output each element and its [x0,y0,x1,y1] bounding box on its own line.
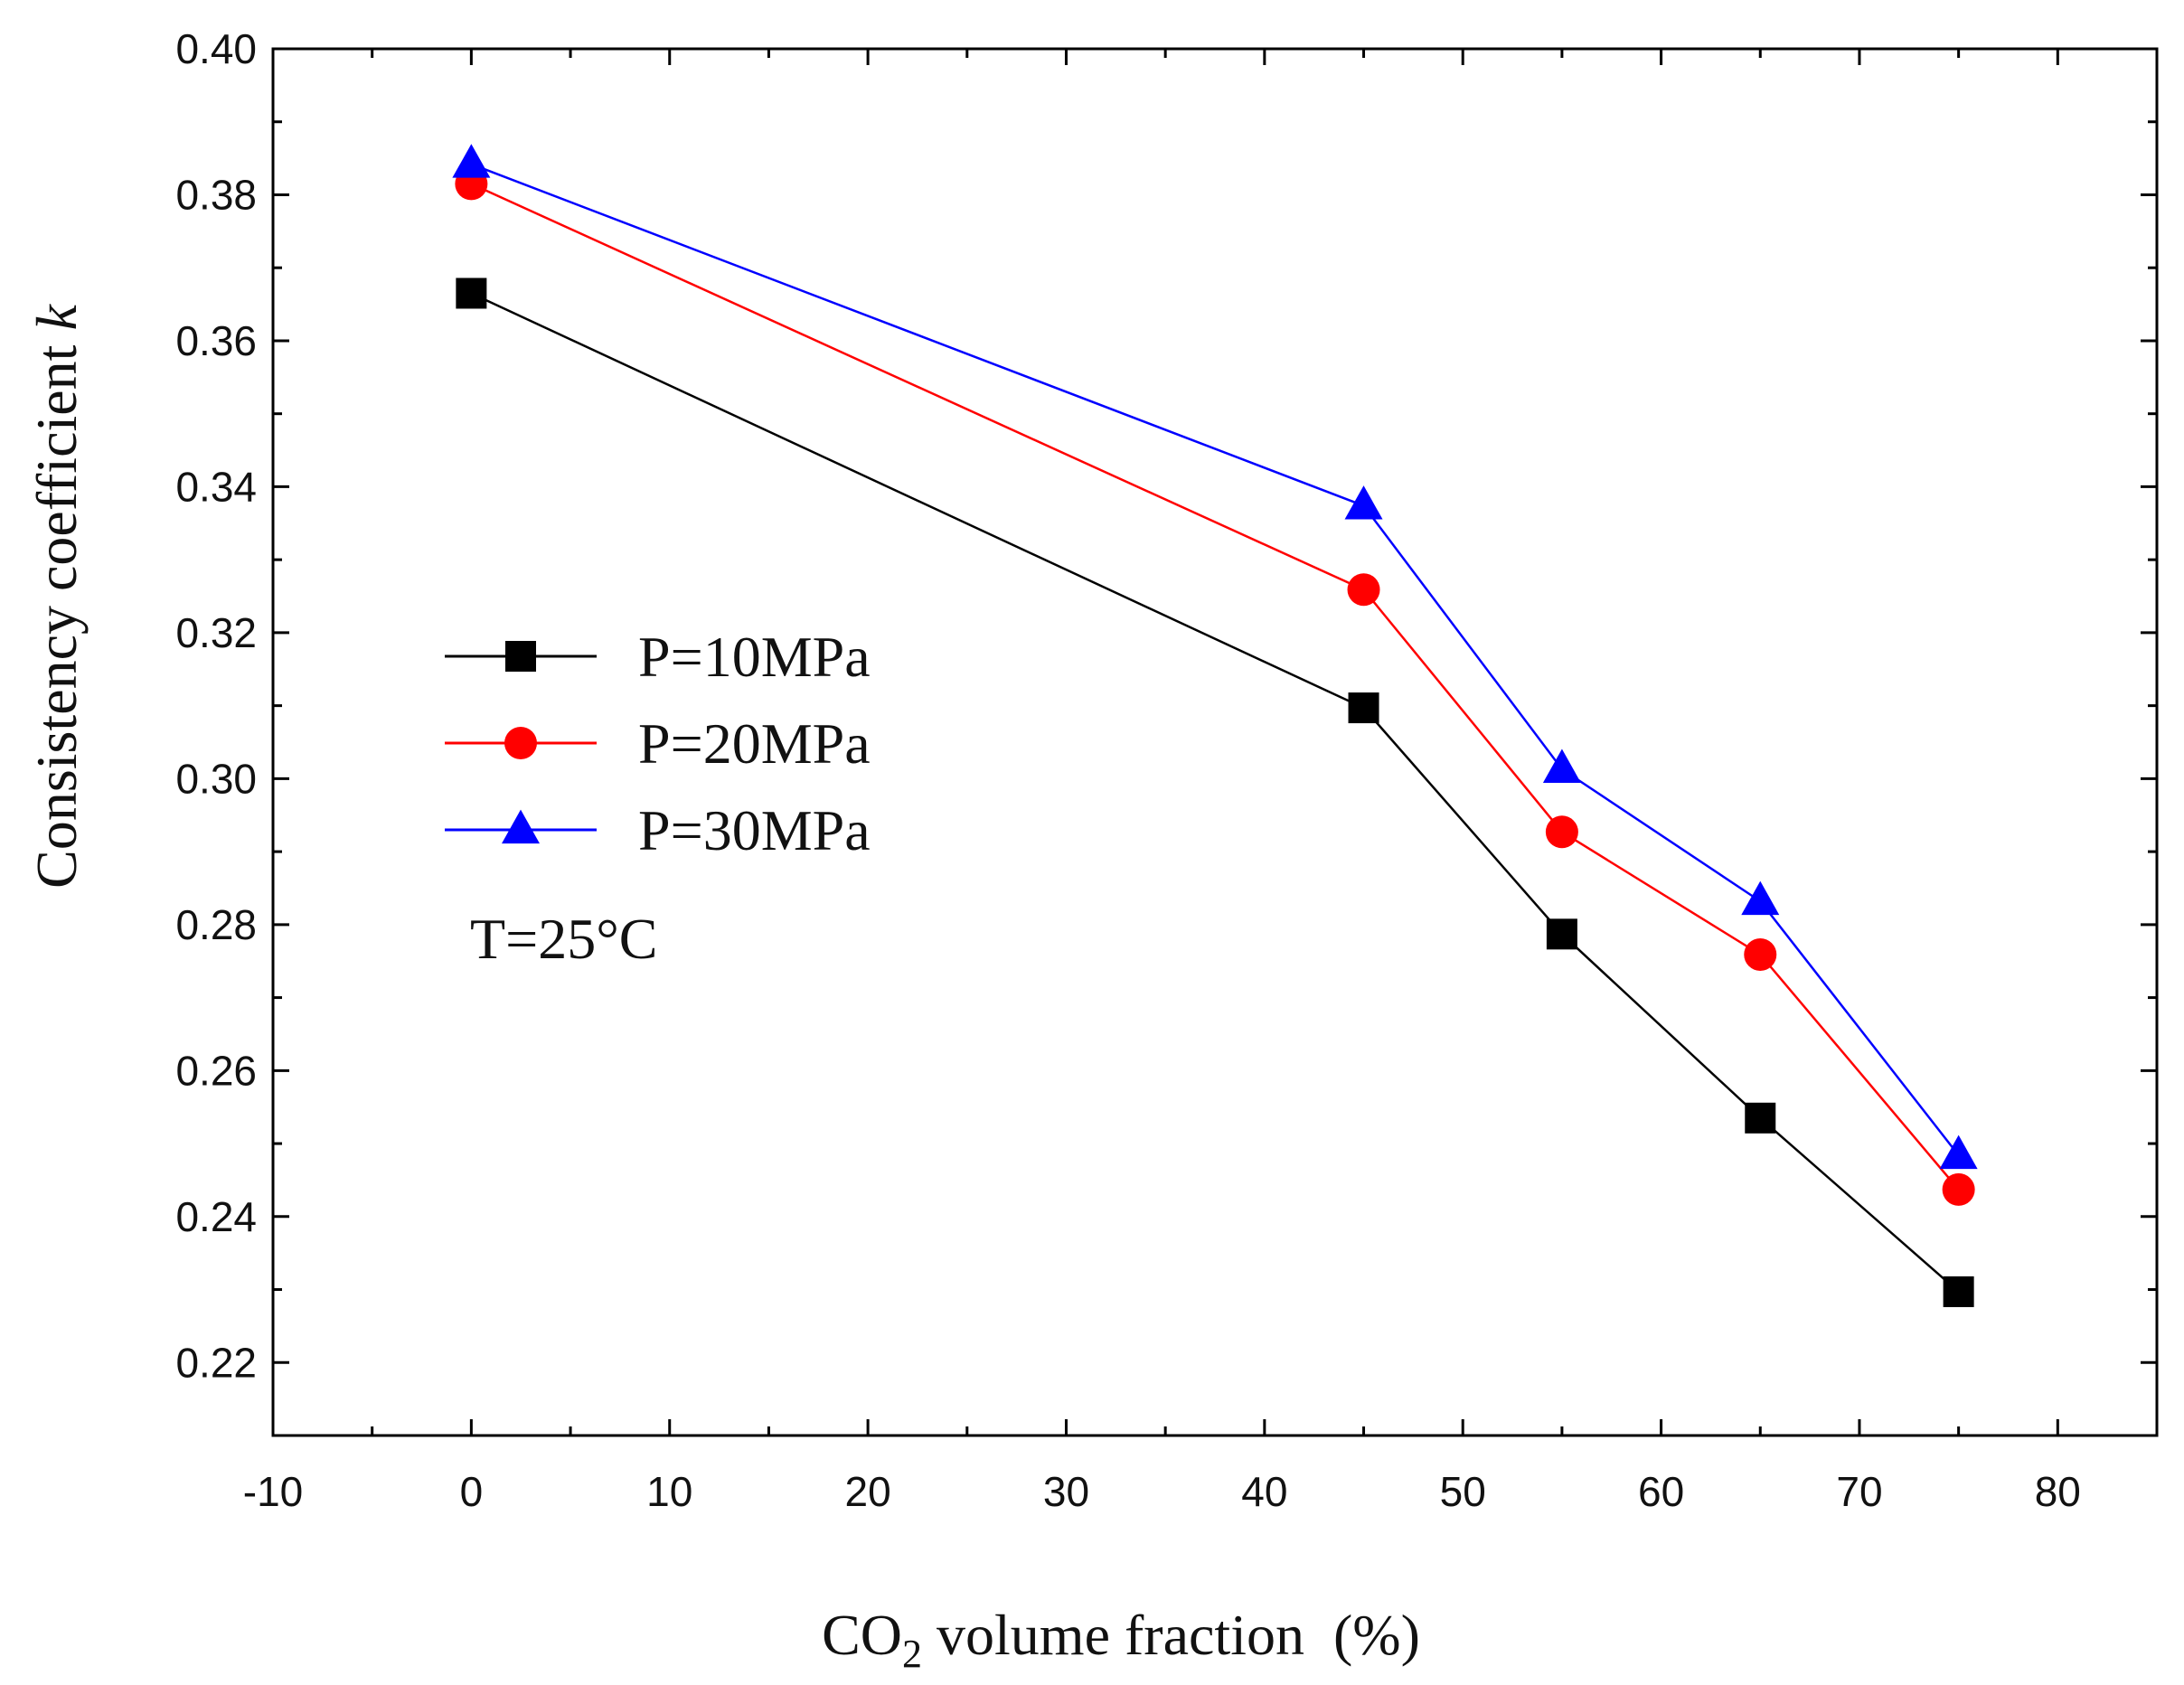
data-point [452,144,491,178]
series-group [452,144,1978,1307]
legend-label: P=30MPa [638,798,871,862]
legend-entry: P=20MPa [445,711,871,776]
legend-marker [502,809,540,844]
x-tick-label: 20 [845,1468,891,1515]
data-point [1939,1134,1978,1170]
y-tick-label: 0.26 [175,1047,257,1094]
data-point [1745,1102,1776,1134]
legend-entry: P=30MPa [445,798,871,862]
data-point [1542,748,1581,783]
y-tick-label: 0.24 [175,1193,257,1240]
series-P=10MPa [456,278,1974,1307]
x-tick-label: 40 [1241,1468,1287,1515]
y-axis-title-italic: k [24,304,89,331]
data-point [1344,485,1383,520]
legend-entry: P=10MPa [445,625,871,689]
data-point [1347,573,1380,607]
axes: -10 0 10 20 30 40 50 60 70 80 0.22 0.24 0.26 0.28 0.30… [175,25,2159,1515]
y-axis-title: Consistency coefficient k [24,304,89,889]
x-tick-label: 50 [1440,1468,1486,1515]
x-tick-label: 60 [1638,1468,1684,1515]
x-axis-title: CO2 volume fraction (%) [822,1603,1420,1676]
y-tick-label: 0.40 [175,25,257,72]
data-point [1546,918,1577,950]
data-point [1348,692,1379,724]
data-point [1943,1276,1974,1307]
temperature-annotation: T=25°C [470,907,657,971]
y-tick-label: 0.22 [175,1339,257,1386]
data-point [1545,815,1578,849]
x-tick-label: 10 [646,1468,692,1515]
x-axis-title-subscript: 2 [902,1632,922,1676]
legend-label: P=10MPa [638,625,871,689]
y-tick-label: 0.38 [175,171,257,218]
x-tick-label: 70 [1836,1468,1882,1515]
x-axis-title-suffix: volume fraction (%) [922,1603,1420,1667]
data-point [456,278,487,309]
data-point [1741,880,1780,916]
legend-label: P=20MPa [638,711,871,776]
x-tick-label: 30 [1043,1468,1089,1515]
data-point [1744,937,1777,971]
legend: P=10MPa P=20MPa P=30MPa [445,625,871,862]
legend-marker [504,727,537,759]
legend-marker [505,641,536,672]
x-tick-label: -10 [243,1468,303,1515]
y-tick-label: 0.34 [175,463,257,510]
y-tick-label: 0.36 [175,317,257,364]
data-point [1942,1172,1975,1206]
plot-frame [271,47,2159,1437]
y-axis-title-main: Consistency coefficient [24,331,89,889]
series-P=30MPa [452,144,1978,1170]
x-tick-label: 80 [2035,1468,2081,1515]
x-axis-title-prefix: CO [822,1603,902,1667]
y-tick-label: 0.32 [175,609,257,656]
y-tick-label: 0.28 [175,901,257,948]
y-tick-label: 0.30 [175,755,257,802]
series-P=20MPa [455,167,1975,1206]
x-tick-label: 0 [460,1468,484,1515]
